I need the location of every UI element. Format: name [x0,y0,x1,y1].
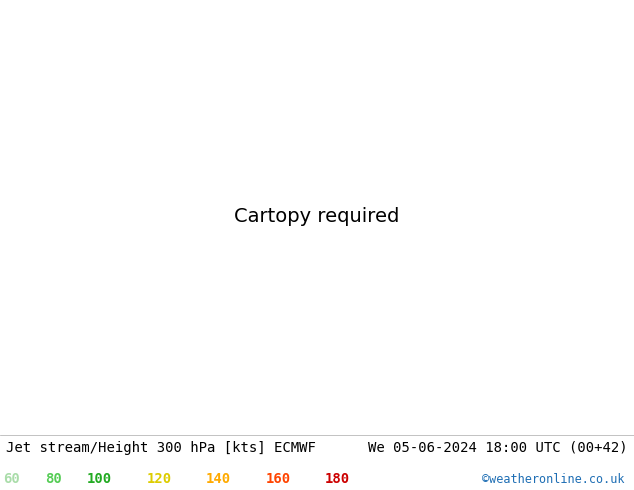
Text: 160: 160 [266,472,291,486]
Text: 100: 100 [87,472,112,486]
Text: 60: 60 [3,472,20,486]
Text: 140: 140 [206,472,231,486]
Text: Cartopy required: Cartopy required [235,207,399,226]
Text: ©weatheronline.co.uk: ©weatheronline.co.uk [482,473,624,487]
Text: We 05-06-2024 18:00 UTC (00+42): We 05-06-2024 18:00 UTC (00+42) [368,441,628,455]
Text: 180: 180 [325,472,351,486]
Text: Jet stream/Height 300 hPa [kts] ECMWF: Jet stream/Height 300 hPa [kts] ECMWF [6,441,316,455]
Text: 120: 120 [146,472,172,486]
Text: 80: 80 [45,472,61,486]
